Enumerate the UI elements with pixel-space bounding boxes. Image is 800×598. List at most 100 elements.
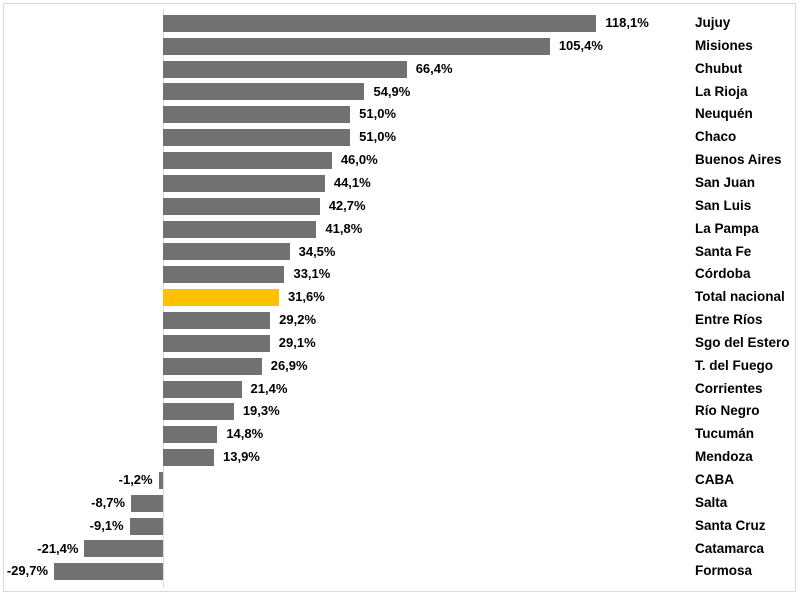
category-label: Misiones <box>695 37 753 53</box>
bar-row: 118,1% Jujuy <box>4 12 795 35</box>
bar-value-label: 13,9% <box>223 449 260 465</box>
category-label: Total nacional <box>695 289 785 305</box>
category-label: Entre Ríos <box>695 312 763 328</box>
bar-row: 54,9% La Rioja <box>4 81 795 104</box>
category-label: CABA <box>695 472 734 487</box>
bar-row: 51,0% Neuquén <box>4 103 795 126</box>
bar <box>163 243 290 261</box>
bar <box>163 106 351 124</box>
category-label: Sgo del Estero <box>695 334 790 350</box>
plot-area: 118,1% Jujuy 105,4% Misiones 66,4% Chubut 54,9… <box>4 12 795 584</box>
bar <box>163 174 325 192</box>
category-label: T. del Fuego <box>695 357 774 373</box>
bar <box>84 540 163 558</box>
bar <box>163 426 218 444</box>
bar <box>163 380 242 398</box>
bar-row: 33,1% Córdoba <box>4 263 795 286</box>
bar-value-label: -8,7% <box>91 494 126 510</box>
bar-row: 66,4% Chubut <box>4 58 795 81</box>
category-label: Salta <box>695 494 728 510</box>
bar <box>163 197 320 215</box>
bar-row: 26,9% T. del Fuego <box>4 355 795 378</box>
category-label: Jujuy <box>695 15 731 30</box>
bar-row: 44,1% San Juan <box>4 172 795 195</box>
bar-value-label: 14,8% <box>226 426 264 442</box>
bar-value-label: -29,7% <box>6 563 49 579</box>
bar-row: 21,4% Corrientes <box>4 378 795 401</box>
chart-frame: 118,1% Jujuy 105,4% Misiones 66,4% Chubut 54,9… <box>3 3 796 592</box>
bar-value-label: 105,4% <box>558 37 603 53</box>
bar-value-label: -21,4% <box>37 540 79 556</box>
category-label: Buenos Aires <box>695 152 782 168</box>
category-label: La Rioja <box>695 83 748 99</box>
bar-row: 46,0% Buenos Aires <box>4 149 795 172</box>
bar <box>163 311 271 329</box>
bar-value-label: 46,0% <box>340 152 378 168</box>
bar-row: 19,3% Río Negro <box>4 400 795 423</box>
bar-value-label: -9,1% <box>89 517 124 533</box>
bar-row: 31,6% Total nacional <box>4 286 795 309</box>
category-label: Corrientes <box>695 380 763 396</box>
category-label: La Pampa <box>695 220 759 236</box>
bar-row: -8,7% Salta <box>4 492 795 515</box>
bar-value-label: 33,1% <box>293 266 331 282</box>
bar-row: -29,7% Formosa <box>4 560 795 583</box>
bar-value-label: 51,0% <box>359 129 397 145</box>
category-label: Santa Fe <box>695 243 752 259</box>
bar-value-label: 118,1% <box>605 15 649 30</box>
bar-row: 42,7% San Luis <box>4 195 795 218</box>
category-label: Río Negro <box>695 403 760 419</box>
bar-row: 13,9% Mendoza <box>4 446 795 469</box>
bar-row: 29,2% Entre Ríos <box>4 309 795 332</box>
category-label: Catamarca <box>695 540 765 556</box>
bar-value-label: 41,8% <box>325 220 363 236</box>
category-label: Neuquén <box>695 106 753 122</box>
bar-row: 41,8% La Pampa <box>4 218 795 241</box>
bar <box>129 517 163 535</box>
bar <box>163 14 597 32</box>
bar-row: -9,1% Santa Cruz <box>4 515 795 538</box>
bar <box>163 220 317 238</box>
category-label: Formosa <box>695 563 753 579</box>
bar <box>163 334 270 352</box>
bar-value-label: 29,1% <box>278 334 316 350</box>
bar-value-label: 31,6% <box>287 289 325 305</box>
category-label: Chaco <box>695 129 737 145</box>
bar-row: 51,0% Chaco <box>4 126 795 149</box>
bar-value-label: 44,1% <box>333 174 371 190</box>
bar-value-label: 21,4% <box>250 380 288 396</box>
bar-row: -21,4% Catamarca <box>4 538 795 561</box>
bar-row: -1,2% CABA <box>4 469 795 492</box>
bar-value-label: 42,7% <box>328 197 366 213</box>
bar <box>163 266 285 284</box>
category-label: Córdoba <box>695 266 751 282</box>
category-label: Mendoza <box>695 449 753 465</box>
category-label: Chubut <box>695 60 743 76</box>
bar-row: 105,4% Misiones <box>4 35 795 58</box>
bar <box>163 83 365 101</box>
bar <box>163 449 214 467</box>
bar-row: 34,5% Santa Fe <box>4 241 795 264</box>
bar-value-label: 26,9% <box>270 357 308 373</box>
bar-value-label: 34,5% <box>298 243 336 259</box>
bar-value-label: -1,2% <box>118 472 153 487</box>
bar-value-label: 66,4% <box>415 60 453 76</box>
bar <box>131 494 163 512</box>
bar-row: 29,1% Sgo del Estero <box>4 332 795 355</box>
category-label: San Juan <box>695 174 756 190</box>
highlight-bar <box>163 289 279 307</box>
category-label: Santa Cruz <box>695 517 766 533</box>
bar <box>54 563 163 581</box>
bar-value-label: 54,9% <box>373 83 411 99</box>
bar <box>163 357 262 375</box>
bar <box>163 152 332 170</box>
bar-value-label: 19,3% <box>242 403 280 419</box>
category-label: Tucumán <box>695 426 755 442</box>
bar-value-label: 51,0% <box>359 106 397 122</box>
bar <box>163 403 234 421</box>
bar <box>163 129 351 147</box>
bar-value-label: 29,2% <box>279 312 317 328</box>
bar-row: 14,8% Tucumán <box>4 423 795 446</box>
bar <box>158 471 163 489</box>
